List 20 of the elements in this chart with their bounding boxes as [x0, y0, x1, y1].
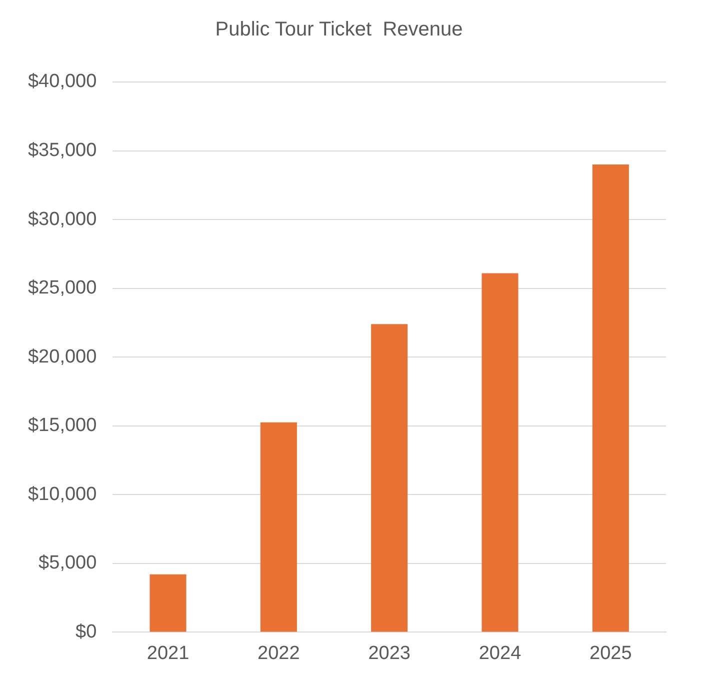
y-tick-label: $0: [76, 621, 97, 642]
y-tick-label: $40,000: [28, 71, 97, 92]
x-tick-label: 2025: [590, 642, 632, 664]
y-tick-label: $10,000: [28, 484, 97, 505]
bar: [482, 273, 518, 632]
y-tick-label: $15,000: [28, 415, 97, 436]
chart-title: Public Tour Ticket Revenue: [215, 18, 463, 41]
y-tick-label: $25,000: [28, 278, 97, 299]
bar: [150, 574, 186, 632]
y-tick-label: $20,000: [28, 346, 97, 368]
bar: [371, 324, 408, 632]
y-tick-label: $5,000: [38, 552, 97, 574]
x-tick-label: 2021: [146, 642, 190, 664]
bar: [260, 422, 297, 632]
y-tick-label: $30,000: [28, 208, 97, 230]
bar: [592, 164, 629, 632]
x-tick-label: 2024: [478, 642, 522, 664]
y-tick-label: $35,000: [28, 140, 97, 162]
x-tick-label: 2023: [368, 642, 410, 664]
x-tick-label: 2022: [258, 642, 300, 664]
